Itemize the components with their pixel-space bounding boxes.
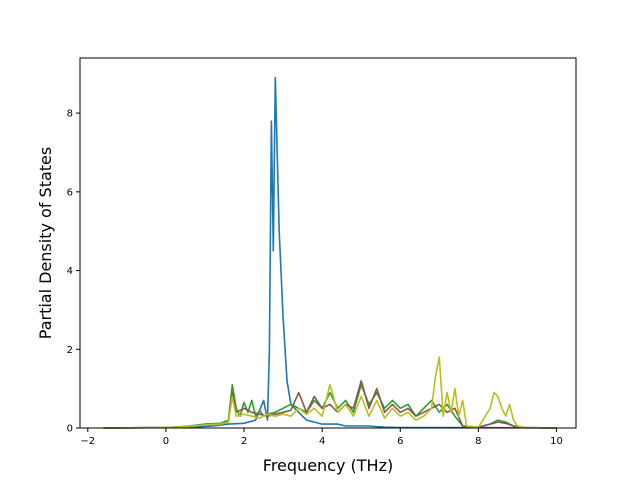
y-tick-label-0: 0 bbox=[67, 424, 73, 435]
x-tick-label-3: 4 bbox=[319, 436, 325, 447]
x-tick-label-4: 6 bbox=[397, 436, 403, 447]
y-tick-label-2: 4 bbox=[67, 266, 73, 277]
y-tick-label-4: 8 bbox=[67, 109, 73, 120]
x-tick-label-2: 2 bbox=[241, 436, 247, 447]
plot-frame bbox=[79, 57, 577, 429]
series-layer bbox=[103, 76, 557, 429]
series-line-0 bbox=[103, 76, 557, 429]
y-axis-label: Partial Density of States bbox=[36, 147, 55, 339]
x-tick-label-1: 0 bbox=[163, 436, 169, 447]
y-tick-label-1: 2 bbox=[67, 345, 73, 356]
x-tick-label-0: −2 bbox=[80, 436, 95, 447]
x-tick-label-6: 10 bbox=[550, 436, 563, 447]
x-tick-label-5: 8 bbox=[475, 436, 481, 447]
series-line-3 bbox=[103, 356, 557, 429]
y-tick-label-3: 6 bbox=[67, 187, 73, 198]
x-axis-label: Frequency (THz) bbox=[263, 456, 393, 475]
tick-layer: −2 0 2 4 6 8 10 0 2 4 6 8 bbox=[67, 109, 563, 447]
series-line-2 bbox=[103, 380, 557, 429]
